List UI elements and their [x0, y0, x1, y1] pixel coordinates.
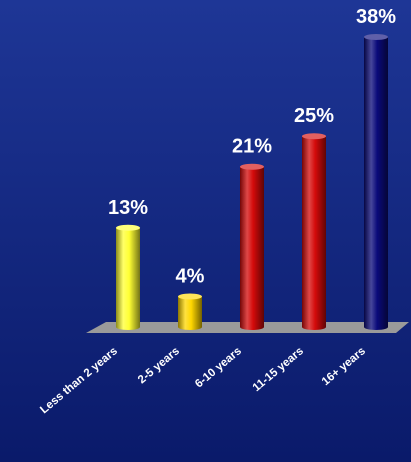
bar-body: [240, 166, 264, 330]
bar-5: [364, 34, 388, 330]
bar-4: [302, 133, 326, 330]
value-labels-group: 13% 4% 21% 25% 38%: [108, 6, 396, 287]
value-label: 25%: [294, 105, 334, 127]
bar-body: [364, 37, 388, 330]
bar-cap: [302, 133, 326, 140]
value-label: 4%: [176, 265, 205, 287]
bar-3: [240, 163, 264, 330]
bar-body: [302, 136, 326, 330]
bar-1: [116, 224, 140, 330]
bar-body: [178, 296, 202, 330]
bar-cap: [178, 293, 202, 300]
bar-cap: [364, 34, 388, 40]
bar-body: [116, 227, 140, 330]
value-label: 21%: [232, 136, 272, 158]
bar-cap: [240, 163, 264, 170]
value-label: 13%: [108, 197, 148, 219]
value-label: 38%: [356, 6, 396, 28]
bar-cap: [116, 224, 140, 231]
bars-group: [116, 34, 388, 330]
bar-2: [178, 293, 202, 330]
